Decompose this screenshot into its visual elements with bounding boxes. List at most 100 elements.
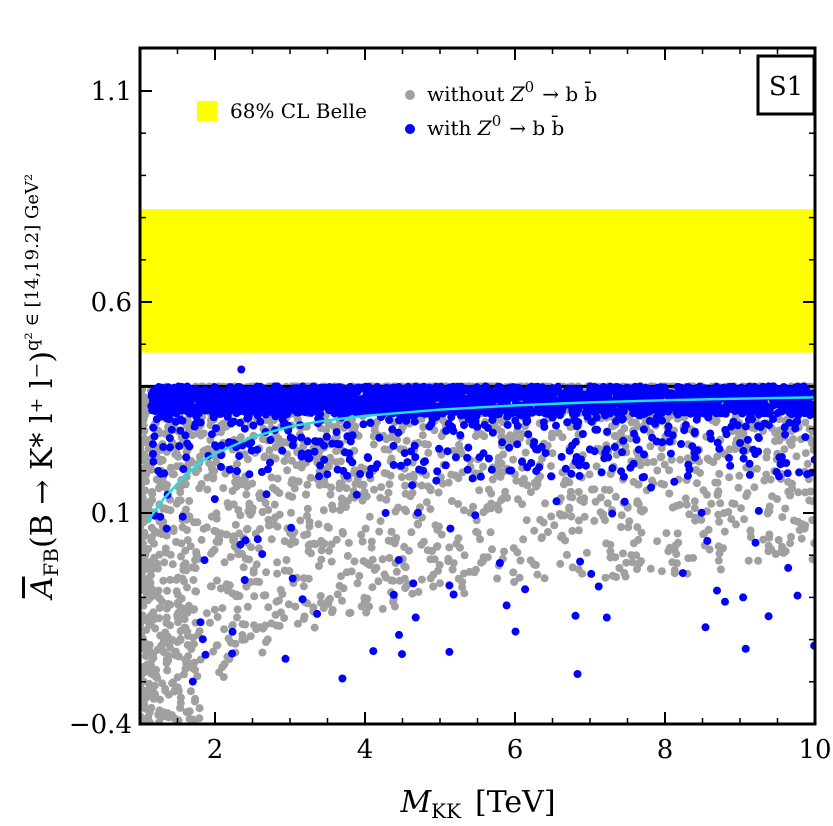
data-point-with [343,405,351,414]
data-point-without [136,734,144,742]
data-point-with [411,386,420,395]
data-point-without [172,537,181,546]
data-point-without [236,511,245,520]
data-point-with [183,439,192,448]
data-point-without [178,523,187,532]
data-point-without [691,513,700,522]
data-point-without [429,582,438,591]
data-point-with [316,461,325,470]
data-point-with [247,438,256,447]
data-point-without [438,416,447,424]
data-point-with [366,419,375,428]
data-point-with [641,404,650,413]
data-point-without [140,539,147,548]
data-point-with [706,429,715,438]
data-point-without [239,563,248,572]
data-point-with [178,416,187,425]
data-point-with [395,630,403,639]
data-point-without [365,512,374,521]
data-point-without [213,576,221,585]
data-point-without [385,480,394,489]
data-point-with [739,446,748,455]
data-point-without [171,450,180,459]
data-point-without [627,418,636,427]
data-point-with [436,383,445,392]
data-point-with [394,428,403,437]
data-point-with [524,430,533,439]
data-point-without [303,530,312,539]
data-point-without [766,475,775,484]
data-point-without [406,492,415,501]
data-point-without [169,524,178,533]
data-point-without [248,507,257,516]
data-point-without [146,593,155,602]
data-point-with [304,449,313,458]
data-point-without [304,574,313,583]
data-point-without [547,512,556,521]
data-point-without [145,708,154,717]
data-point-with [553,382,562,391]
data-point-without [544,528,552,536]
data-point-without [419,423,428,431]
data-point-without [161,628,170,637]
data-point-without [215,668,224,677]
data-point-without [692,479,701,488]
data-point-with [665,437,674,446]
data-point-without [775,415,784,424]
data-point-with [309,387,318,396]
data-point-with [502,601,511,610]
data-point-with [783,469,792,478]
data-point-with [209,413,218,422]
data-point-with [462,385,471,394]
data-point-without [606,547,615,556]
data-point-without [238,635,247,644]
data-point-with [703,536,712,545]
data-point-with [273,402,282,411]
data-point-with [427,419,436,428]
data-point-with [178,512,187,521]
data-point-without [561,476,570,485]
data-point-without [444,478,453,487]
data-point-with [603,427,612,436]
data-point-with [645,416,654,425]
data-point-without [808,497,815,506]
data-point-without [296,516,305,525]
data-point-with [303,437,312,446]
data-point-with [174,395,183,403]
data-point-without [206,618,214,627]
data-point-with [288,441,297,450]
data-point-with [289,389,298,398]
data-point-without [794,488,803,497]
data-point-without [725,473,734,482]
data-point-without [376,493,385,502]
data-point-with [367,464,376,473]
data-point-with [802,402,811,411]
data-point-with [620,497,629,506]
data-point-without [293,619,302,628]
data-point-with [680,426,689,435]
data-point-without [509,568,518,577]
data-point-without [172,462,181,471]
data-point-without [719,544,728,553]
data-point-without [180,623,189,632]
data-point-without [233,605,242,614]
data-point-without [662,529,671,538]
data-point-with [481,408,490,417]
data-point-with [568,409,577,418]
data-point-without [316,598,325,607]
data-point-with [393,405,402,414]
data-point-without [162,659,171,668]
data-point-with [578,430,587,438]
data-point-without [778,513,787,522]
data-point-without [254,544,263,553]
data-point-with [764,612,773,621]
data-point-without [670,545,679,554]
data-point-without [236,433,245,442]
data-point-without [280,537,289,546]
data-point-without [764,541,773,550]
data-point-with [801,433,810,442]
data-point-without [716,565,725,574]
data-point-without [180,608,189,617]
data-point-without [432,542,441,551]
data-point-with [475,388,484,397]
